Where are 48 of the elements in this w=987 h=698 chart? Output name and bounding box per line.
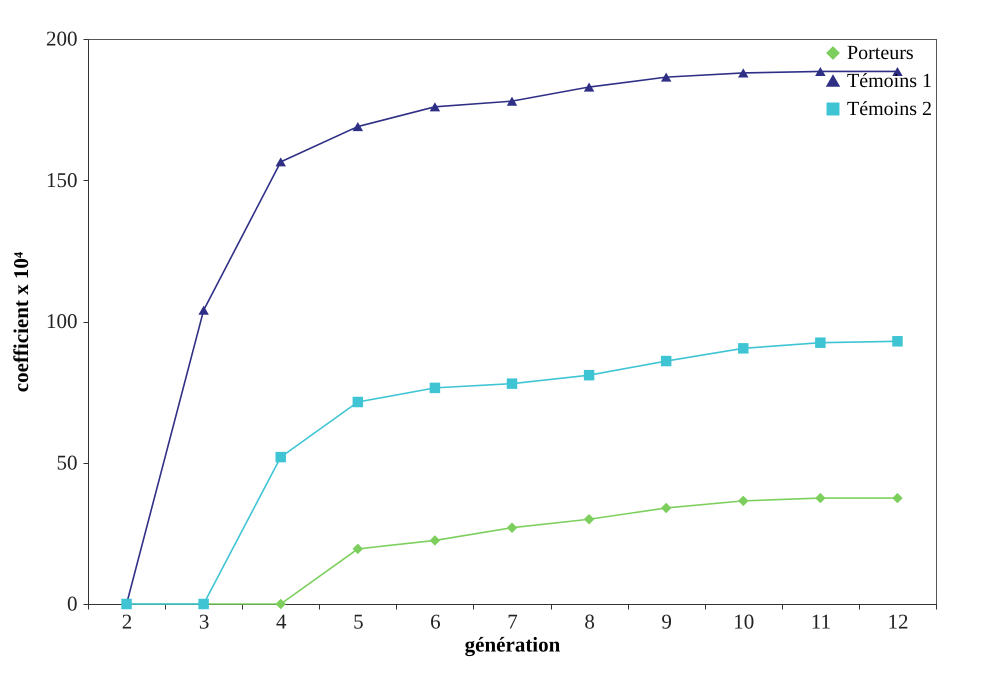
x-tick-label: 7 — [507, 610, 518, 634]
y-tick-label: 150 — [46, 168, 78, 192]
point — [275, 157, 286, 166]
point — [430, 102, 440, 112]
x-tick-label: 11 — [810, 610, 831, 634]
point — [738, 68, 749, 78]
x-tick-label: 6 — [430, 610, 441, 634]
point — [352, 122, 364, 132]
y-tick-label: 100 — [46, 309, 78, 333]
point — [584, 514, 594, 524]
x-tick-label: 4 — [276, 610, 287, 634]
point — [430, 382, 440, 394]
x-tick-label: 5 — [353, 610, 364, 634]
legend-label: Témoins 1 — [847, 70, 932, 92]
point — [660, 502, 672, 514]
x-tick-label: 10 — [733, 610, 754, 634]
x-tick-label: 12 — [887, 610, 908, 634]
x-tick-label: 2 — [122, 610, 132, 634]
x-tick-label: 3 — [198, 610, 210, 634]
x-tick-label: 8 — [584, 610, 595, 634]
y-axis-title: coefficient x 10⁴ — [9, 251, 33, 392]
point — [198, 306, 209, 315]
point — [892, 336, 903, 347]
point — [738, 343, 749, 354]
x-axis-title: génération — [464, 632, 561, 656]
point — [815, 337, 826, 348]
legend-label: Porteurs — [847, 42, 914, 64]
point — [738, 496, 749, 506]
point — [352, 396, 364, 408]
point — [506, 378, 518, 389]
point — [815, 492, 826, 504]
point — [584, 82, 594, 92]
point — [584, 370, 594, 380]
x-tick-label: 9 — [661, 610, 672, 634]
point — [892, 492, 903, 504]
y-tick-label: 0 — [67, 592, 78, 616]
point — [506, 96, 518, 106]
legend-label: Témoins 2 — [847, 98, 932, 120]
point — [352, 544, 364, 554]
point — [430, 535, 440, 546]
point — [506, 522, 518, 533]
y-tick-label: 200 — [46, 26, 78, 50]
point — [275, 598, 286, 610]
point — [815, 66, 826, 76]
point — [660, 72, 672, 82]
point — [275, 452, 286, 462]
point — [660, 356, 672, 366]
y-tick-label: 50 — [56, 450, 78, 474]
